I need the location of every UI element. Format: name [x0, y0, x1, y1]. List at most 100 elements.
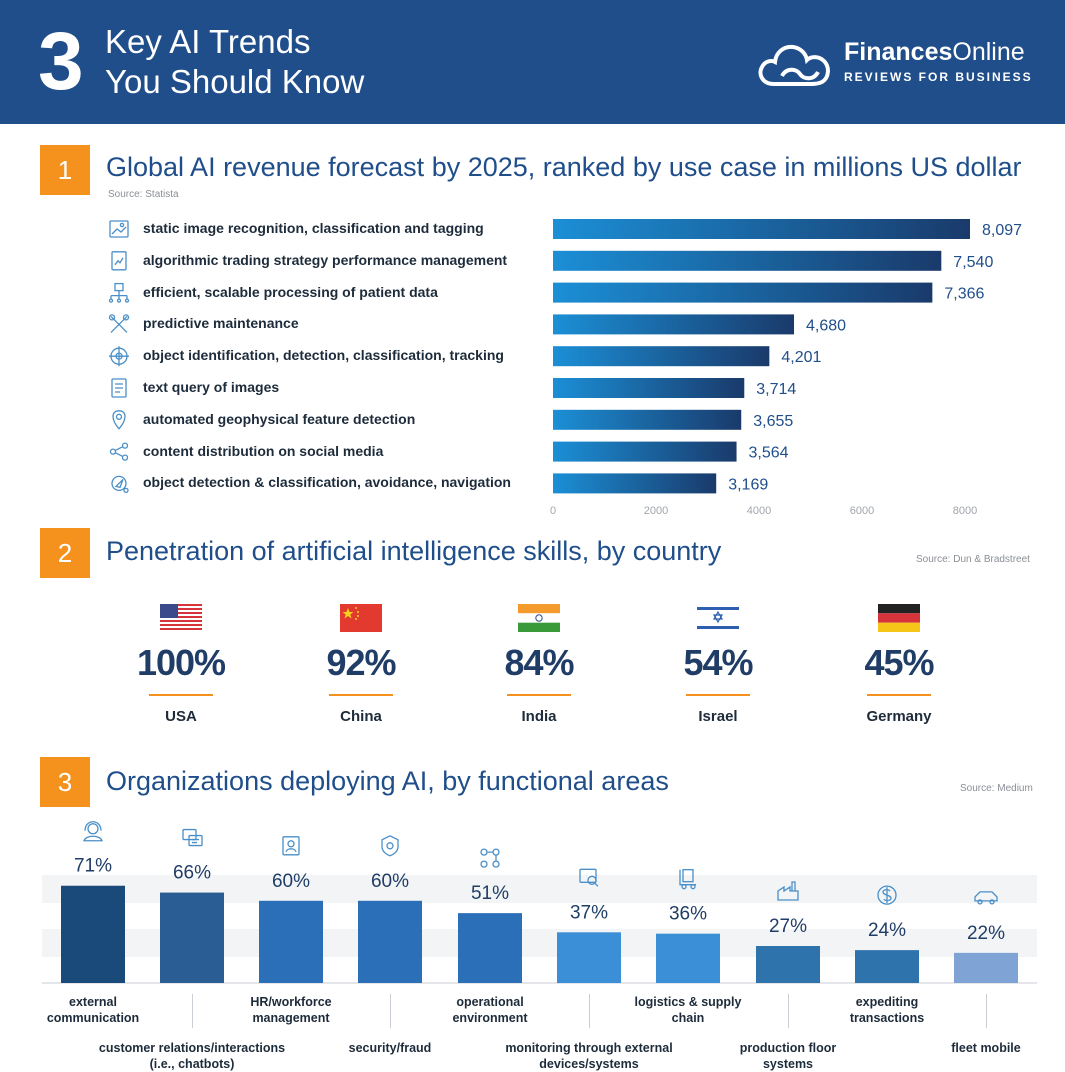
functional-area-label: expediting transactions [787, 994, 987, 1026]
revenue-category-label: object identification, detection, classi… [143, 347, 504, 364]
section-2-source: Source: Dun & Bradstreet [916, 554, 1030, 565]
israel-flag [697, 604, 739, 632]
functional-area-bar [458, 913, 522, 983]
revenue-bar-value: 3,169 [728, 476, 768, 493]
functional-area-label-line: external [69, 995, 117, 1009]
section-1-number: 1 [40, 145, 90, 195]
functional-area-label: operational environment [390, 994, 590, 1026]
revenue-bar-value: 7,366 [944, 286, 984, 303]
factory-icon [777, 881, 799, 901]
functional-area-value: 60% [272, 871, 310, 892]
functional-area-value: 37% [570, 902, 608, 923]
revenue-bar-value: 4,201 [781, 349, 821, 366]
country-stat: 84% India [464, 604, 614, 725]
country-stat: 100% USA [106, 604, 256, 725]
functional-area-label-line: environment [452, 1011, 528, 1025]
chart-band [42, 875, 1037, 903]
functional-area-bar [61, 885, 125, 983]
label-separator [390, 994, 391, 1028]
revenue-bar-value: 3,655 [753, 413, 793, 430]
country-name: Israel [698, 708, 738, 725]
functional-area-bar [756, 946, 820, 983]
functional-area-label-line: management [252, 1011, 330, 1025]
functional-area-value: 66% [173, 863, 211, 884]
orange-underline [686, 694, 750, 696]
car-icon [974, 891, 998, 905]
country-percentage: 54% [683, 642, 753, 683]
shield-icon [381, 835, 399, 857]
country-name: India [521, 708, 557, 725]
country-stat: 92% China [286, 604, 436, 725]
functional-area-label-line: chain [671, 1011, 705, 1025]
functional-area-label: customer relations/interactions (i.e., ch… [92, 1040, 292, 1072]
section-2-title: Penetration of artificial intelligence s… [106, 536, 722, 566]
revenue-x-tick: 4000 [747, 505, 771, 517]
functional-area-bar [656, 933, 720, 983]
functional-area-label: fleet mobile [886, 1040, 1065, 1056]
usa-flag [160, 604, 202, 632]
functional-area-bar [358, 900, 422, 983]
functional-area-label: production floor systems [688, 1040, 888, 1072]
cloud-icon [758, 44, 830, 86]
orange-underline [507, 694, 571, 696]
label-separator [192, 994, 193, 1028]
brand-logo[interactable]: FinancesOnline REVIEWS FOR BUSINESS [756, 36, 1036, 96]
revenue-x-tick: 2000 [644, 505, 668, 517]
functional-area-label-line: communication [46, 1011, 140, 1025]
functional-area-label: monitoring through external devices/syste… [489, 1040, 689, 1072]
country-percentage: 45% [864, 642, 934, 683]
country-percentage: 84% [504, 642, 574, 683]
revenue-bar [553, 219, 970, 239]
revenue-category-label: algorithmic trading strategy performance… [143, 251, 508, 268]
revenue-category-label: predictive maintenance [143, 315, 299, 332]
revenue-bar-value: 3,714 [756, 381, 796, 398]
section-1-title: Global AI revenue forecast by 2025, rank… [106, 152, 1022, 182]
functional-area-value: 27% [769, 916, 807, 937]
functional-area-value: 36% [669, 904, 707, 925]
revenue-bar [553, 314, 795, 335]
functional-area-bar [259, 900, 323, 983]
country-name: China [340, 708, 382, 725]
revenue-category-label: object detection & classification, avoid… [143, 474, 511, 491]
functional-area-label-line: logistics & supply [634, 995, 742, 1009]
navigation-icon [111, 475, 129, 494]
functional-area-label-line: devices/systems [539, 1057, 639, 1071]
functional-area-label: external communication [0, 994, 193, 1026]
functional-area-bar [954, 952, 1018, 983]
functional-area-label-line: monitoring through external [505, 1041, 673, 1055]
revenue-x-tick: 0 [550, 505, 556, 517]
section-3-source: Source: Medium [960, 783, 1033, 794]
orange-underline [329, 694, 393, 696]
functional-area-label-line: transactions [849, 1011, 925, 1025]
functional-area-label-line: systems [762, 1057, 814, 1071]
germany-flag [878, 604, 920, 632]
revenue-bar-value: 8,097 [982, 222, 1022, 239]
country-name: Germany [866, 708, 932, 725]
functional-area-label-line: customer relations/interactions [98, 1041, 286, 1055]
revenue-x-tick: 8000 [953, 505, 977, 517]
revenue-x-tick: 6000 [850, 505, 874, 517]
revenue-bar-value: 3,564 [749, 445, 789, 462]
header-banner: 3 Key AI Trends You Should Know Finances… [0, 0, 1065, 124]
header-number: 3 [38, 16, 84, 107]
monitor-icon [579, 868, 599, 887]
section-1-source: Source: Statista [108, 189, 179, 200]
logistics-icon [679, 869, 696, 890]
functional-area-value: 60% [371, 871, 409, 892]
label-separator [788, 994, 789, 1028]
section-3-number: 3 [40, 757, 90, 807]
country-percentage: 100% [136, 642, 226, 683]
functional-area-label-line: expediting [855, 995, 919, 1009]
trading-icon [111, 251, 127, 271]
orange-underline [867, 694, 931, 696]
revenue-bar [553, 346, 770, 367]
revenue-bar-value: 4,680 [806, 317, 846, 334]
revenue-bar [553, 409, 742, 430]
hr-icon [282, 836, 300, 856]
dollar-icon [877, 885, 897, 905]
functional-area-label: HR/workforce management [191, 994, 391, 1026]
revenue-bar [553, 441, 737, 462]
functional-area-value: 51% [471, 883, 509, 904]
country-stat: 54% Israel [643, 604, 793, 725]
functional-area-label: logistics & supply chain [588, 994, 788, 1026]
